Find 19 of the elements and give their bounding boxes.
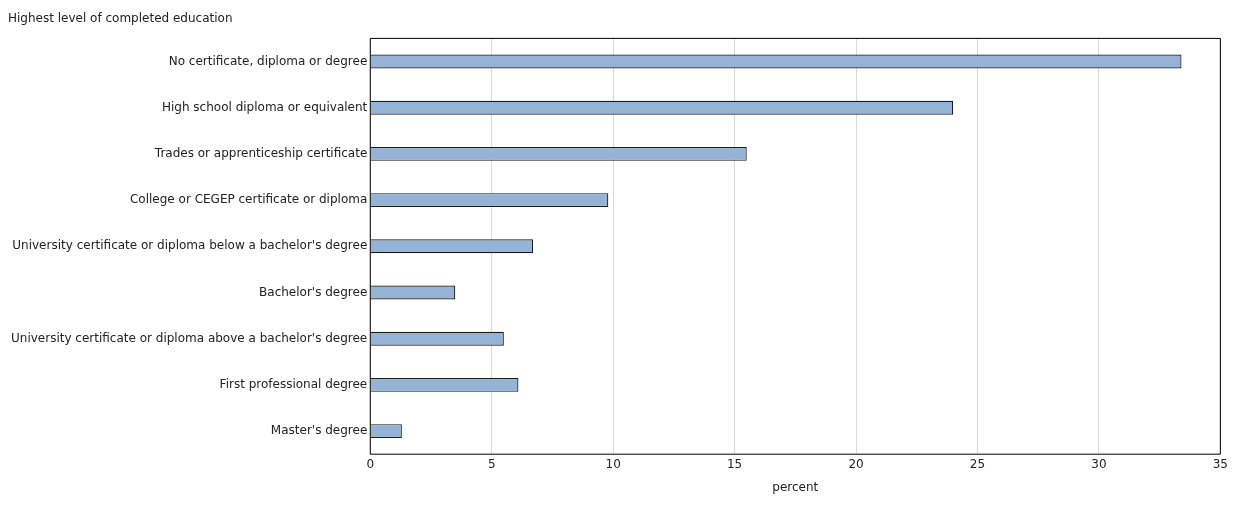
- x-tick-label: 20: [848, 456, 864, 471]
- y-tick-label: Trades or apprenticeship certificate: [153, 146, 368, 161]
- x-tick-label: 5: [487, 456, 496, 471]
- y-tick-label: College or CEGEP certificate or diploma: [129, 192, 368, 207]
- x-tick-label: 0: [366, 456, 375, 471]
- x-tick-label: 25: [969, 456, 986, 471]
- x-tick-label: 10: [605, 456, 621, 471]
- y-tick-label: First professional degree: [219, 377, 368, 392]
- y-tick-label: No certificate, diploma or degree: [168, 53, 368, 68]
- y-tick-label: Bachelor's degree: [259, 284, 368, 299]
- x-tick-label: 35: [1212, 456, 1229, 471]
- x-tick-label: 15: [726, 456, 743, 471]
- y-tick-label: University certificate or diploma above a bachelor's degree: [10, 330, 368, 345]
- x-axis-title: percent: [772, 479, 819, 494]
- y-tick-label: Master's degree: [270, 423, 368, 438]
- x-tick-label: 30: [1091, 456, 1107, 471]
- y-tick-label: High school diploma or equivalent: [161, 99, 368, 114]
- y-tick-label: University certificate or diploma below a bachelor's degree: [12, 238, 368, 253]
- y-axis-title: Highest level of completed education: [8, 11, 233, 26]
